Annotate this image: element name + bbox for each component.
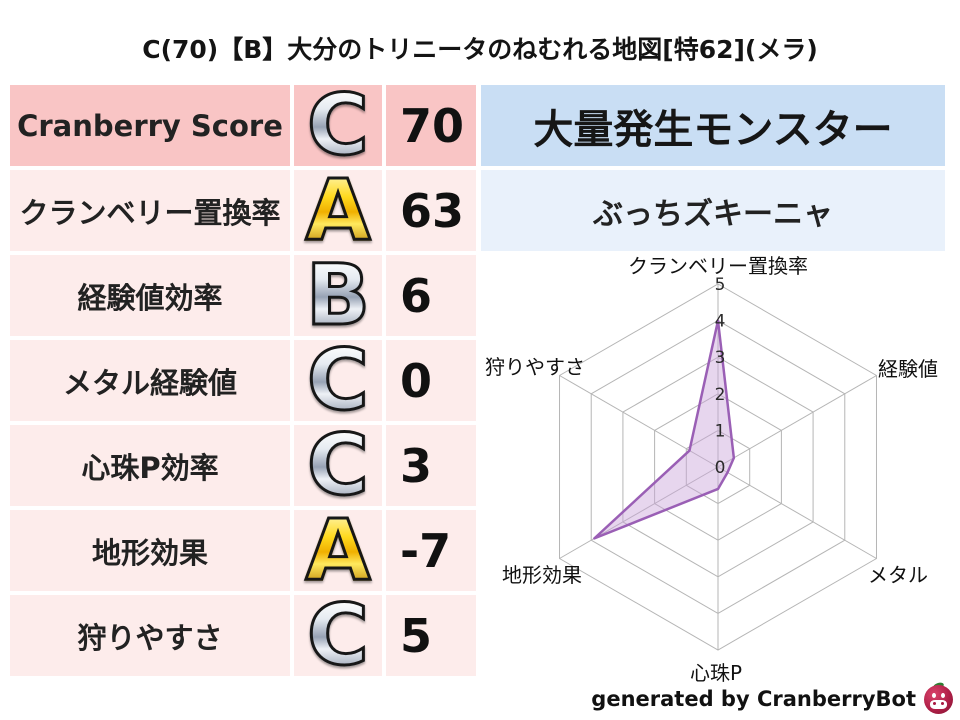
radar-axis-label: クランベリー置換率 bbox=[628, 254, 808, 278]
rank-letter: C bbox=[294, 591, 382, 678]
rank-letter: C bbox=[294, 336, 382, 423]
stat-label: クランベリー置換率 bbox=[10, 170, 290, 251]
table-row: 心珠P効率 C 3 bbox=[10, 421, 476, 508]
stat-label: Cranberry Score bbox=[10, 85, 290, 166]
table-row: 狩りやすさ C 5 bbox=[10, 591, 476, 678]
rank-letter: A bbox=[294, 506, 382, 593]
berry-mouth bbox=[930, 699, 947, 709]
radar-series bbox=[593, 319, 736, 540]
cranberry-icon bbox=[923, 680, 954, 715]
rank-letter: C bbox=[294, 421, 382, 508]
stats-table: Cranberry Score C 70 クランベリー置換率 A 63 経験値効率 B 6 メタル… bbox=[10, 81, 476, 678]
table-row: 地形効果 A -7 bbox=[10, 506, 476, 593]
radar-spoke bbox=[717, 375, 877, 468]
radar-tick-label: 0 bbox=[715, 458, 726, 478]
stat-value: 0 bbox=[386, 340, 476, 421]
stat-value: 6 bbox=[386, 255, 476, 336]
radar-axis-label: 経験値 bbox=[878, 357, 938, 381]
table-row: Cranberry Score C 70 bbox=[10, 81, 476, 168]
radar-tick-label: 3 bbox=[715, 348, 726, 368]
radar-tick-label: 4 bbox=[715, 312, 726, 332]
radar-grid-ring bbox=[590, 320, 846, 614]
radar-spoke bbox=[559, 466, 719, 559]
stat-value: -7 bbox=[386, 510, 476, 591]
monster-panel-header: 大量発生モンスター bbox=[481, 85, 945, 166]
rank-letter: B bbox=[294, 251, 382, 338]
berry-eye bbox=[941, 692, 945, 698]
radar-grid-ring bbox=[559, 283, 877, 651]
stat-label: 心珠P効率 bbox=[10, 425, 290, 506]
table-row: メタル経験値 C 0 bbox=[10, 336, 476, 423]
radar-spoke bbox=[559, 375, 719, 468]
stat-value: 70 bbox=[386, 85, 476, 166]
radar-axis-label: 狩りやすさ bbox=[485, 355, 585, 379]
rank-letter: C bbox=[294, 81, 382, 168]
stat-label: 経験値効率 bbox=[10, 255, 290, 336]
stat-value: 3 bbox=[386, 425, 476, 506]
footer: generated by CranberryBot bbox=[591, 680, 954, 716]
radar-tick-label: 5 bbox=[715, 275, 726, 295]
table-row: クランベリー置換率 A 63 bbox=[10, 166, 476, 253]
berry-eye bbox=[932, 692, 936, 698]
radar-axis-label: 心珠P bbox=[690, 661, 742, 685]
page-title: C(70)【B】大分のトリニータのねむれる地図[特62](メラ) bbox=[142, 35, 818, 64]
radar-axis-label: 地形効果 bbox=[502, 563, 582, 587]
radar-spoke bbox=[717, 466, 877, 559]
stat-value: 5 bbox=[386, 595, 476, 676]
radar-grid-ring bbox=[622, 356, 814, 578]
radar-axis-label: メタル bbox=[868, 563, 928, 587]
radar-tick-label: 2 bbox=[715, 385, 726, 405]
radar-grid-ring bbox=[685, 429, 751, 505]
stat-label: メタル経験値 bbox=[10, 340, 290, 421]
monster-name: ぶっちズキーニャ bbox=[481, 170, 945, 251]
berry-body bbox=[924, 684, 953, 714]
radar-tick-label: 1 bbox=[715, 421, 726, 441]
rank-letter: A bbox=[294, 166, 382, 253]
table-row: 経験値効率 B 6 bbox=[10, 251, 476, 338]
stat-label: 地形効果 bbox=[10, 510, 290, 591]
stat-label: 狩りやすさ bbox=[10, 595, 290, 676]
stat-value: 63 bbox=[386, 170, 476, 251]
credit-text: generated by CranberryBot bbox=[591, 687, 916, 711]
radar-grid-ring bbox=[654, 393, 782, 541]
